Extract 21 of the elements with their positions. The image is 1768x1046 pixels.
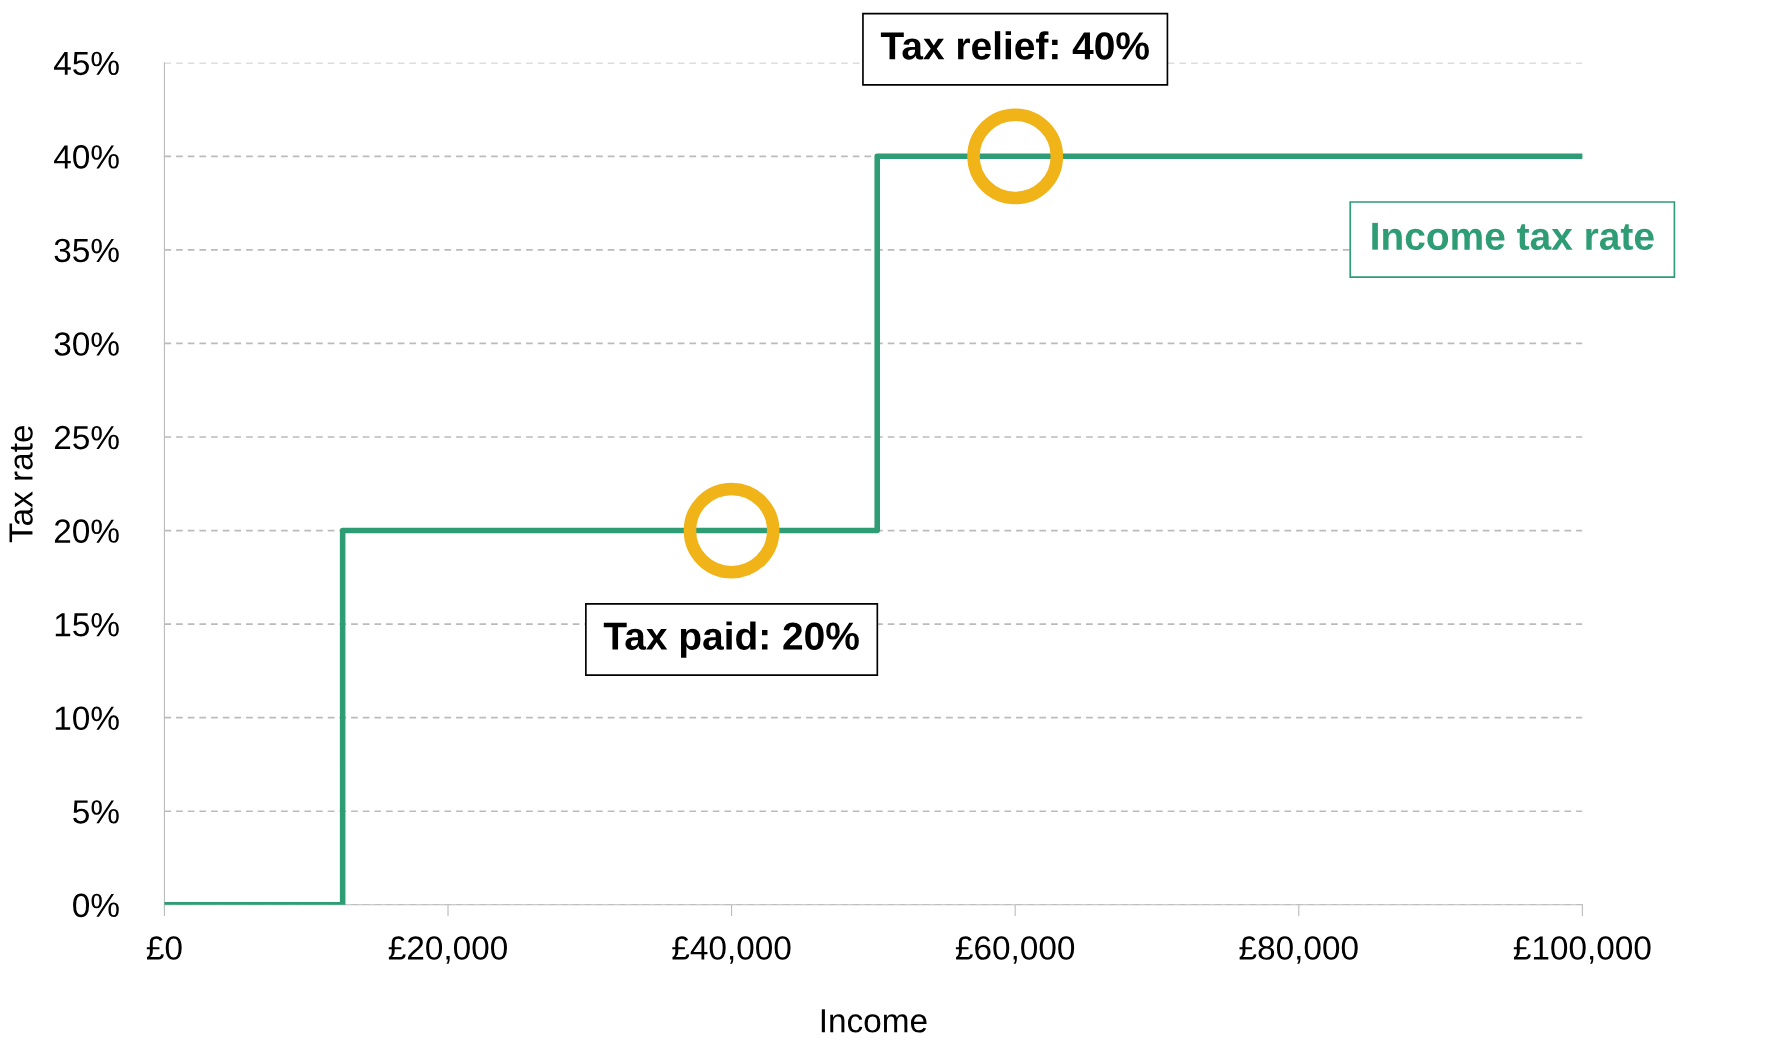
x-tick-label: £40,000 bbox=[672, 936, 791, 964]
annotation: Tax paid: 20% bbox=[603, 621, 859, 658]
x-axis-title: Income bbox=[821, 1009, 927, 1033]
y-tick-label: 5% bbox=[73, 800, 119, 824]
y-tick-label: 20% bbox=[54, 519, 119, 543]
text: Tax relief: 40% bbox=[880, 31, 1149, 60]
y-tick-label: 25% bbox=[54, 425, 119, 450]
y-tick-label: 40% bbox=[54, 145, 119, 169]
x-tick-label: £20,000 bbox=[388, 936, 507, 964]
y-axis-title: Tax rate bbox=[9, 425, 33, 543]
y-tick-label: 45% bbox=[54, 51, 119, 76]
y-tick-label: 30% bbox=[54, 332, 119, 356]
x-tick-label: £100,000 bbox=[1513, 936, 1651, 964]
series-label: Income tax rate bbox=[1372, 222, 1654, 251]
y-tick-label: 0% bbox=[73, 893, 119, 918]
x-tick-label: £60,000 bbox=[955, 936, 1075, 964]
y-tick-label: 15% bbox=[55, 613, 119, 637]
y-tick-label: 35% bbox=[54, 238, 119, 263]
y-tick-label: 10% bbox=[55, 706, 119, 731]
x-tick-label: £0 bbox=[146, 936, 182, 960]
x-tick-label: £80,000 bbox=[1239, 936, 1358, 964]
